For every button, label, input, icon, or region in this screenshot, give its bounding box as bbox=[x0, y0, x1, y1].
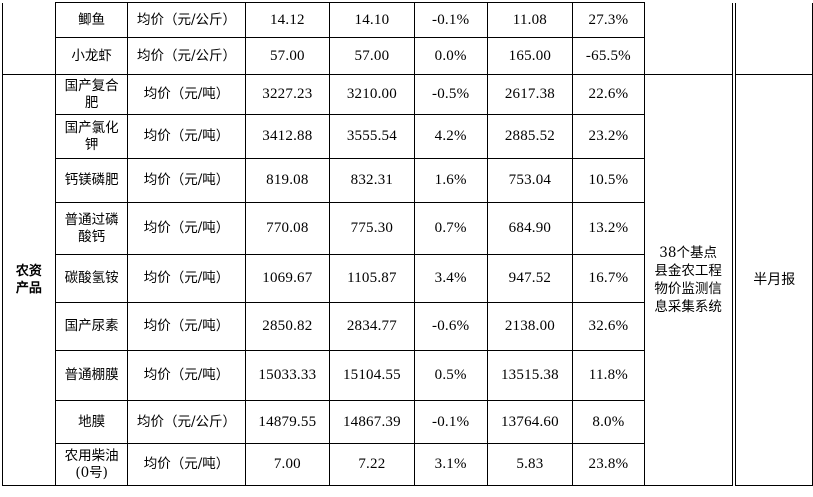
price-last-year: 753.04 bbox=[486, 158, 574, 203]
price-previous: 832.31 bbox=[329, 158, 415, 203]
unit-cell: 均价（元/吨） bbox=[127, 74, 246, 115]
category-label: 农资产品 bbox=[15, 264, 42, 296]
price-last-year: 165.00 bbox=[486, 37, 574, 75]
category-cell: 农资产品 bbox=[2, 74, 56, 486]
change-rate: 0.5% bbox=[413, 350, 488, 401]
unit-cell: 均价（元/公斤） bbox=[127, 37, 246, 75]
unit-cell: 均价（元/吨） bbox=[127, 202, 246, 255]
item-name: 国产复合肥 bbox=[54, 74, 129, 115]
price-previous: 14867.39 bbox=[329, 400, 415, 444]
change-rate: 1.6% bbox=[413, 158, 488, 203]
yoy-rate: 16.7% bbox=[572, 254, 645, 303]
price-last-year: 2138.00 bbox=[486, 302, 574, 351]
source-label: 38个基点县金农工程物价监测信息采集系统 bbox=[654, 245, 722, 315]
price-current: 770.08 bbox=[244, 202, 331, 255]
price-current: 7.00 bbox=[244, 443, 331, 486]
item-name: 鲫鱼 bbox=[54, 2, 129, 38]
price-previous: 1105.87 bbox=[329, 254, 415, 303]
change-rate: 3.1% bbox=[413, 443, 488, 486]
price-last-year: 947.52 bbox=[486, 254, 574, 303]
price-current: 3227.23 bbox=[244, 74, 331, 115]
table-row: 国产尿素 均价（元/吨） 2850.82 2834.77 -0.6% 2138.… bbox=[3, 302, 813, 351]
item-name: 国产氯化钾 bbox=[54, 114, 129, 159]
price-last-year: 2617.38 bbox=[486, 74, 574, 115]
unit-cell: 均价（元/吨） bbox=[127, 302, 246, 351]
yoy-rate: 10.5% bbox=[572, 158, 645, 203]
item-name: 普通棚膜 bbox=[54, 350, 129, 401]
item-name: 农用柴油(0号) bbox=[54, 443, 129, 486]
unit-cell: 均价（元/公斤） bbox=[127, 2, 246, 38]
table-row: 小龙虾 均价（元/公斤） 57.00 57.00 0.0% 165.00 -65… bbox=[3, 37, 813, 75]
table-row: 地膜 均价（元/公斤） 14879.55 14867.39 -0.1% 1376… bbox=[3, 400, 813, 444]
price-table: 鲫鱼 均价（元/公斤） 14.12 14.10 -0.1% 11.08 27.3… bbox=[2, 2, 813, 486]
unit-cell: 均价（元/吨） bbox=[127, 443, 246, 486]
unit-cell: 均价（元/吨） bbox=[127, 114, 246, 159]
price-previous: 14.10 bbox=[329, 2, 415, 38]
price-current: 14879.55 bbox=[244, 400, 331, 444]
price-previous: 3555.54 bbox=[329, 114, 415, 159]
yoy-rate: -65.5% bbox=[572, 37, 645, 75]
category-cell-prev bbox=[2, 2, 56, 75]
table-row: 普通棚膜 均价（元/吨） 15033.33 15104.55 0.5% 1351… bbox=[3, 350, 813, 401]
item-name: 小龙虾 bbox=[54, 37, 129, 75]
price-last-year: 13515.38 bbox=[486, 350, 574, 401]
table-row: 碳酸氢铵 均价（元/吨） 1069.67 1105.87 3.4% 947.52… bbox=[3, 254, 813, 303]
item-name: 国产尿素 bbox=[54, 302, 129, 351]
price-previous: 3210.00 bbox=[329, 74, 415, 115]
source-cell: 38个基点县金农工程物价监测信息采集系统 bbox=[643, 74, 733, 486]
change-rate: -0.1% bbox=[413, 2, 488, 38]
change-rate: 4.2% bbox=[413, 114, 488, 159]
price-current: 819.08 bbox=[244, 158, 331, 203]
table-row: 鲫鱼 均价（元/公斤） 14.12 14.10 -0.1% 11.08 27.3… bbox=[2, 2, 813, 486]
table-row: 农用柴油(0号) 均价（元/吨） 7.00 7.22 3.1% 5.83 23.… bbox=[3, 443, 813, 486]
price-current: 1069.67 bbox=[244, 254, 331, 303]
frequency-cell-prev bbox=[735, 2, 813, 75]
item-name: 钙镁磷肥 bbox=[54, 158, 129, 203]
price-last-year: 11.08 bbox=[486, 2, 574, 38]
price-last-year: 684.90 bbox=[486, 202, 574, 255]
item-name: 碳酸氢铵 bbox=[54, 254, 129, 303]
table-row: 普通过磷酸钙 均价（元/吨） 770.08 775.30 0.7% 684.90… bbox=[3, 202, 813, 255]
unit-cell: 均价（元/吨） bbox=[127, 158, 246, 203]
table-row: 农资产品 国产复合肥 均价（元/吨） 3227.23 3210.00 -0.5%… bbox=[2, 74, 813, 486]
item-name: 普通过磷酸钙 bbox=[54, 202, 129, 255]
unit-cell: 均价（元/公斤） bbox=[127, 400, 246, 444]
yoy-rate: 27.3% bbox=[572, 2, 645, 38]
price-current: 2850.82 bbox=[244, 302, 331, 351]
yoy-rate: 32.6% bbox=[572, 302, 645, 351]
change-rate: 0.0% bbox=[413, 37, 488, 75]
price-current: 15033.33 bbox=[244, 350, 331, 401]
yoy-rate: 8.0% bbox=[572, 400, 645, 444]
unit-cell: 均价（元/吨） bbox=[127, 350, 246, 401]
price-last-year: 5.83 bbox=[486, 443, 574, 486]
price-previous: 15104.55 bbox=[329, 350, 415, 401]
yoy-rate: 13.2% bbox=[572, 202, 645, 255]
price-current: 14.12 bbox=[244, 2, 331, 38]
yoy-rate: 11.8% bbox=[572, 350, 645, 401]
change-rate: -0.5% bbox=[413, 74, 488, 115]
change-rate: 0.7% bbox=[413, 202, 488, 255]
change-rate: -0.6% bbox=[413, 302, 488, 351]
yoy-rate: 23.8% bbox=[572, 443, 645, 486]
price-current: 57.00 bbox=[244, 37, 331, 75]
price-previous: 2834.77 bbox=[329, 302, 415, 351]
price-current: 3412.88 bbox=[244, 114, 331, 159]
yoy-rate: 23.2% bbox=[572, 114, 645, 159]
table-row: 钙镁磷肥 均价（元/吨） 819.08 832.31 1.6% 753.04 1… bbox=[3, 158, 813, 203]
change-rate: -0.1% bbox=[413, 400, 488, 444]
item-name: 地膜 bbox=[54, 400, 129, 444]
yoy-rate: 22.6% bbox=[572, 74, 645, 115]
price-previous: 775.30 bbox=[329, 202, 415, 255]
change-rate: 3.4% bbox=[413, 254, 488, 303]
frequency-label: 半月报 bbox=[753, 271, 796, 288]
table-row: 国产氯化钾 均价（元/吨） 3412.88 3555.54 4.2% 2885.… bbox=[3, 114, 813, 159]
price-previous: 57.00 bbox=[329, 37, 415, 75]
source-cell-prev bbox=[643, 2, 733, 75]
frequency-cell: 半月报 bbox=[735, 74, 813, 486]
price-last-year: 2885.52 bbox=[486, 114, 574, 159]
price-last-year: 13764.60 bbox=[486, 400, 574, 444]
unit-cell: 均价（元/吨） bbox=[127, 254, 246, 303]
price-previous: 7.22 bbox=[329, 443, 415, 486]
